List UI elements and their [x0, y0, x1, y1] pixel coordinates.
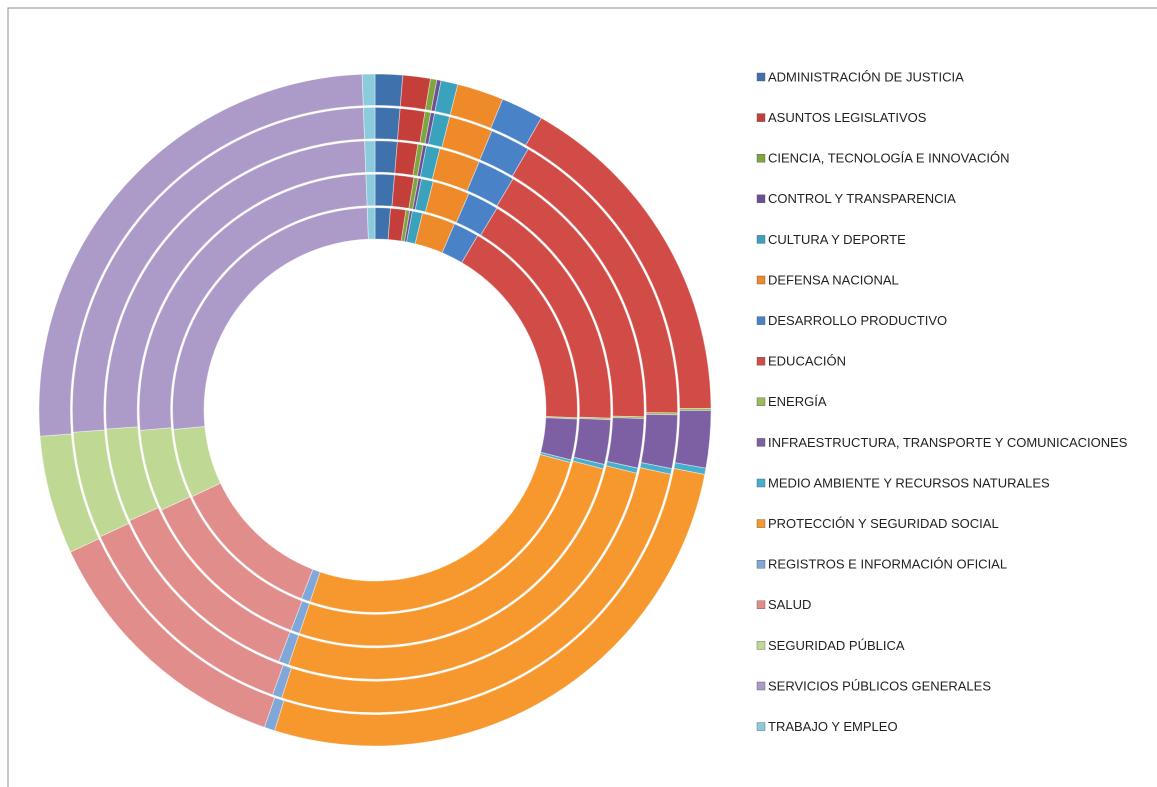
- legend-label: MEDIO AMBIENTE Y RECURSOS NATURALES: [768, 475, 1050, 490]
- doughnut-segment: [309, 453, 571, 613]
- doughnut-segment: [573, 418, 612, 466]
- rings: [38, 73, 712, 747]
- legend-swatch: [756, 641, 766, 650]
- legend-swatch: [756, 560, 766, 569]
- legend-label: ASUNTOS LEGISLATIVOS: [768, 110, 927, 125]
- legend-label: EDUCACIÓN: [768, 354, 846, 369]
- doughnut-segment: [366, 207, 376, 240]
- legend-swatch: [756, 681, 766, 691]
- legend-label: SERVICIOS PÚBLICOS GENERALES: [768, 678, 991, 693]
- legend-swatch: [756, 478, 766, 488]
- legend-label: CIENCIA, TECNOLOGÍA E INNOVACIÓN: [768, 151, 1010, 166]
- legend-label: ADMINISTRACIÓN DE JUSTICIA: [768, 69, 964, 84]
- legend-label: TRABAJO Y EMPLEO: [768, 719, 898, 734]
- legend-swatch: [756, 600, 766, 609]
- doughnut-segment: [640, 413, 678, 470]
- chart-frame: [7, 7, 1157, 787]
- legend-swatch: [756, 438, 766, 447]
- legend-label: SALUD: [768, 597, 811, 612]
- legend-label: PROTECCIÓN Y SEGURIDAD SOCIAL: [768, 516, 999, 531]
- doughnut-segment: [361, 73, 376, 107]
- doughnut-segment: [374, 173, 396, 207]
- legend-label: SEGURIDAD PÚBLICA: [768, 638, 905, 653]
- legend: ADMINISTRACIÓN DE JUSTICIA ASUNTOS LEGISL…: [756, 69, 1128, 734]
- legend-label: DESARROLLO PRODUCTIVO: [768, 313, 947, 328]
- legend-swatch: [756, 357, 766, 366]
- doughnut-segment: [606, 417, 645, 469]
- legend-swatch: [756, 519, 766, 528]
- legend-swatch: [756, 275, 766, 285]
- legend-swatch: [756, 235, 766, 244]
- legend-label: INFRAESTRUCTURA, TRANSPORTE Y COMUNICACI…: [768, 435, 1128, 450]
- legend-swatch: [756, 153, 766, 163]
- legend-label: DEFENSA NACIONAL: [768, 272, 899, 287]
- doughnut-segment: [374, 140, 398, 174]
- doughnut-segment: [374, 106, 401, 141]
- doughnut-segment: [674, 410, 712, 469]
- legend-swatch: [756, 397, 766, 406]
- doughnut-segment: [364, 140, 376, 173]
- legend-swatch: [756, 72, 766, 82]
- doughnut-segment: [374, 73, 404, 107]
- doughnut-segment: [365, 173, 376, 207]
- legend-label: ENERGÍA: [768, 394, 827, 409]
- legend-label: REGISTROS E INFORMACIÓN OFICIAL: [768, 557, 1007, 572]
- legend-label: CULTURA Y DEPORTE: [768, 232, 906, 247]
- legend-label: CONTROL Y TRANSPARENCIA: [768, 191, 956, 206]
- legend-swatch: [756, 722, 766, 731]
- legend-swatch: [756, 194, 766, 204]
- doughnut-segment: [362, 106, 376, 140]
- legend-swatch: [756, 113, 766, 122]
- legend-swatch: [756, 316, 766, 325]
